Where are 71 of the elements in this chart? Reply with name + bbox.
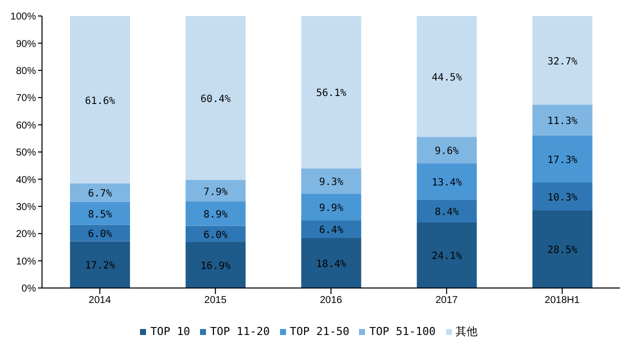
legend-label: 其他	[456, 325, 478, 338]
data-label: 9.6%	[434, 146, 459, 158]
data-label: 10.3%	[547, 192, 578, 204]
legend-label: TOP 10	[150, 325, 190, 338]
bar	[70, 224, 130, 242]
data-label: 8.4%	[434, 207, 459, 218]
x-tick-label: 2017	[435, 295, 458, 306]
data-label: 17.2%	[84, 260, 116, 272]
bar	[416, 222, 477, 288]
y-tick-label: 40%	[16, 174, 36, 186]
data-label: 9.9%	[319, 203, 344, 214]
bar	[301, 220, 362, 238]
bar	[301, 16, 362, 168]
bar	[532, 104, 592, 136]
data-label: 32.7%	[547, 56, 578, 68]
bar	[416, 200, 477, 222]
data-label: 17.3%	[547, 154, 578, 166]
y-tick-label: 50%	[16, 148, 36, 159]
bar	[70, 241, 130, 288]
bar	[70, 202, 130, 225]
data-label: 24.1%	[432, 251, 462, 262]
data-label: 11.3%	[547, 116, 578, 128]
bar	[301, 194, 362, 221]
data-label: 8.5%	[88, 209, 112, 220]
y-tick-label: 30%	[16, 202, 36, 213]
bar	[186, 16, 246, 180]
bar	[416, 163, 477, 200]
bar	[186, 226, 246, 242]
y-tick-label: 70%	[16, 93, 36, 104]
bar	[416, 16, 477, 138]
data-label: 7.9%	[204, 186, 228, 198]
y-tick-label: 80%	[16, 66, 36, 77]
data-label: 9.3%	[319, 176, 344, 188]
data-label: 60.4%	[200, 94, 231, 106]
bar	[70, 184, 130, 202]
x-tick-label: 2018H1	[544, 295, 580, 306]
x-tick-label: 2016	[320, 295, 343, 306]
bar	[301, 168, 362, 194]
data-label: 16.9%	[200, 261, 231, 272]
y-tick-label: 0%	[22, 284, 36, 295]
bar	[532, 182, 592, 210]
bar	[186, 180, 246, 202]
data-label: 44.5%	[432, 72, 462, 84]
bar	[416, 137, 477, 164]
y-tick-label: 60%	[16, 120, 36, 132]
data-label: 28.5%	[547, 245, 578, 256]
bar	[532, 16, 592, 105]
x-tick-label: 2014	[88, 295, 112, 306]
x-tick-label: 2015	[204, 295, 227, 306]
data-label: 61.6%	[84, 96, 116, 107]
bar	[301, 238, 362, 288]
data-label: 56.1%	[316, 88, 346, 100]
data-label: 6.7%	[88, 188, 112, 200]
y-tick-label: 100%	[10, 12, 36, 23]
bar	[186, 202, 246, 226]
legend-label: TOP 51-100	[369, 325, 436, 338]
y-tick-label: 90%	[16, 38, 36, 50]
bar	[532, 210, 592, 288]
data-label: 13.4%	[432, 177, 462, 188]
legend-label: TOP 21-50	[290, 325, 350, 338]
bar	[186, 242, 246, 288]
data-label: 6.0%	[204, 230, 228, 241]
bar	[70, 16, 130, 184]
y-tick-label: 10%	[16, 256, 36, 268]
bar	[532, 135, 592, 182]
data-label: 6.0%	[88, 229, 112, 240]
legend-label: TOP 11-20	[210, 325, 270, 338]
data-label: 18.4%	[316, 258, 346, 270]
y-tick-label: 20%	[16, 229, 36, 240]
data-label: 8.9%	[204, 210, 228, 221]
data-label: 6.4%	[319, 225, 344, 236]
